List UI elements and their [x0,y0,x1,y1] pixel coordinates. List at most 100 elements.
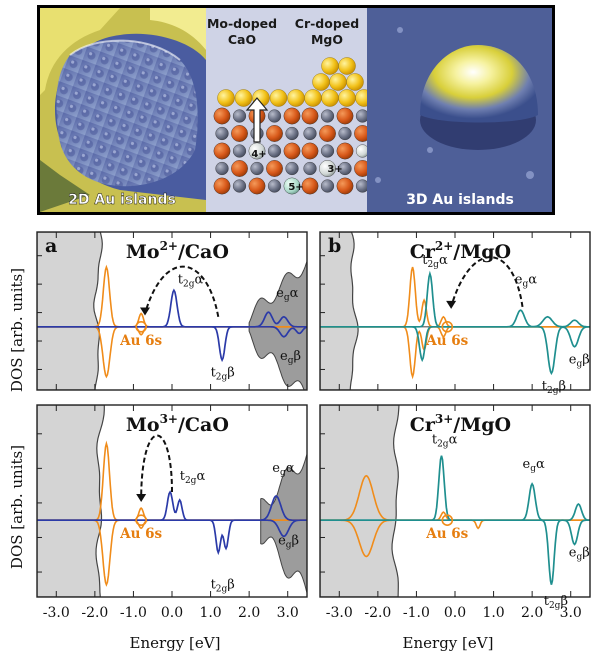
t2g-alpha-label: t2gα [178,273,204,290]
conduction-band-dos [260,453,307,594]
eg-beta-label: egβ [569,545,590,562]
panel-title: Mo2+/CaO [126,239,229,263]
xlabel-right: Energy [eV] [403,634,494,652]
transfer-arrow [144,265,220,318]
atom [232,144,247,158]
dos-panel-3: Mo3+/CaO Au 6s t2gα t2gβ egα egβ [36,404,308,598]
x-tick-label: 1.0 [482,605,504,621]
t2g-beta-label: t2gβ [544,594,568,611]
gold-atom [329,73,347,91]
atom [248,177,266,195]
atom [267,144,282,158]
au-6s-marker [135,514,147,527]
atom [283,177,301,195]
atom [250,161,264,176]
cr-model-title-2: MgO [311,32,343,47]
valence-band-dos [37,232,103,390]
x-tick-label: -2.0 [364,605,391,621]
au-6s-label: Au 6s [425,526,468,542]
x-tick-labels: -3.0 -2.0 -1.0 0.0 1.0 2.0 3.0 -3.0 -2.0 -1.0 0.0 1… [43,605,582,621]
x-tick-label: 0.0 [444,605,466,621]
atom [283,142,301,160]
transfer-arrow [140,434,173,501]
mo-ion-label: 4+ [251,149,266,160]
dos-panel-4: Cr3+/MgO Au 6s t2gα t2gβ egα egβ [319,404,591,611]
x-tick-label: 0.0 [161,605,183,621]
eg-alpha-label: egα [272,461,294,478]
x-tick-label: 2.0 [238,605,260,621]
ylabel-bottom: DOS [arb. units] [8,445,26,569]
x-tick-label: -3.0 [326,605,353,621]
transfer-arrow [450,256,524,308]
x-tick-label: -2.0 [81,605,108,621]
atom [319,160,336,177]
atom [303,126,317,141]
mo-model-title-2: CaO [228,32,256,47]
right-image-caption: 3D Au islands [406,192,514,208]
au-6s-label: Au 6s [119,333,162,349]
x-tick-label: 3.0 [277,605,299,621]
x-tick-label: 3.0 [560,605,582,621]
x-tick-label: 2.0 [521,605,543,621]
dopant-dos-up [320,270,590,328]
conduction-band-dos [248,261,307,390]
charge-transfer-arrow [245,97,269,143]
dopant-dos-down [37,519,307,556]
atom [232,109,247,123]
atomic-model-panel: Mo-doped CaO Cr-doped MgO 4+ 5+ 3+ 3+ [206,8,398,212]
eg-alpha-label: egα [523,457,545,474]
gold-atom [217,89,235,107]
atom [320,179,335,193]
atom [301,107,319,125]
atom [267,109,282,123]
atom [338,161,352,176]
atom [213,142,231,160]
atom [215,126,229,141]
ylabel-top: DOS [arb. units] [8,268,26,392]
stm-image-2d: 2D Au islands [40,8,206,212]
dopant-dos-down [37,325,307,363]
gold-atom [338,57,356,75]
transfer-arrow-head [136,494,147,503]
panel-letter: a [45,235,57,257]
valence-band-dos [320,405,400,597]
atom [336,107,354,125]
gold-atom [304,89,322,107]
atom [266,125,283,142]
t2g-alpha-label: t2gα [422,253,448,270]
atom [267,179,282,193]
atom [301,177,319,195]
t2g-beta-label: t2gβ [542,379,566,396]
x-tick-label: 1.0 [199,605,221,621]
t2g-beta-label: t2gβ [211,366,235,383]
atom [213,177,231,195]
dopant-dos-down [320,519,590,585]
atom [213,107,231,125]
atom [320,144,335,158]
atom [248,142,266,160]
eg-alpha-label: egα [276,286,298,303]
atom [266,160,283,177]
atom [336,177,354,195]
eg-beta-label: egβ [280,349,301,366]
stm-image-3d: 3D Au islands [367,8,552,212]
panel-title: Cr3+/MgO [410,412,511,436]
mo-ion-label-2: 5+ [288,182,303,193]
au-6s-marker [135,320,147,333]
t2g-alpha-label: t2gα [180,469,206,486]
atom [301,142,319,160]
atom [338,126,352,141]
transfer-arrow-head [140,307,150,316]
panel-title: Mo3+/CaO [126,412,229,436]
gold-atom [321,57,339,75]
atom [320,109,335,123]
x-tick-label: -1.0 [120,605,147,621]
gold-atom [321,89,339,107]
valence-band-dos [320,232,359,390]
t2g-alpha-label: t2gα [432,433,458,450]
gold-atom [312,73,330,91]
mo-model-title-1: Mo-doped [207,16,277,31]
